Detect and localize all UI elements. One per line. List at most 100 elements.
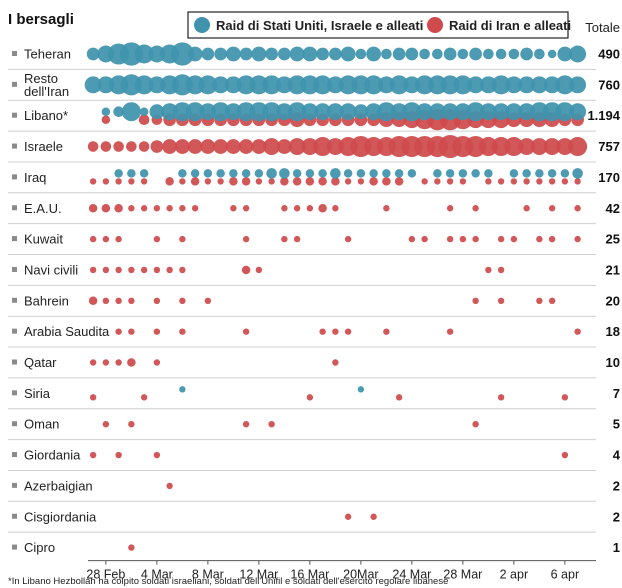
bubble-usa-israel <box>201 47 215 61</box>
bubble-iran <box>318 177 327 186</box>
bubble-usa-israel <box>419 48 430 60</box>
x-tick-label: 8 Mar <box>192 568 224 582</box>
bubble-usa-israel <box>199 103 217 121</box>
bubble-iran <box>127 358 136 367</box>
bubble-iran <box>421 178 428 185</box>
bubble-iran <box>497 266 505 274</box>
bubble-iran <box>318 204 327 213</box>
bubble-usa-israel <box>139 107 149 116</box>
bubble-usa-israel <box>377 76 395 94</box>
chart-row: E.A.U. 42 <box>8 201 620 225</box>
row-label: Iraq <box>24 170 46 185</box>
bubble-usa-israel <box>416 103 434 121</box>
bubble-usa-israel <box>484 169 493 178</box>
bubble-iran <box>89 451 97 459</box>
bubble-usa-israel <box>262 102 282 122</box>
bubble-usa-israel <box>394 169 404 178</box>
bubble-usa-israel <box>265 47 278 61</box>
bubble-iran <box>510 235 518 243</box>
bubble-iran <box>472 421 479 428</box>
bubble-usa-israel <box>318 169 327 178</box>
bubble-usa-israel <box>287 102 307 122</box>
bubble-usa-israel <box>229 169 238 178</box>
bubble-iran <box>370 513 377 520</box>
bubble-usa-israel <box>505 103 523 121</box>
bubble-iran <box>140 178 148 185</box>
bubble-usa-israel <box>471 169 480 178</box>
bubble-usa-israel <box>313 75 333 95</box>
bubble-iran <box>138 114 150 125</box>
bubble-iran <box>213 139 229 154</box>
bubble-iran <box>255 266 263 274</box>
bubble-iran <box>319 328 326 335</box>
bubble-usa-israel <box>433 169 442 178</box>
chart-row: Bahrein 20 <box>8 293 620 317</box>
bubble-iran <box>459 235 467 243</box>
row-label: Libano* <box>24 108 68 123</box>
bubble-iran <box>383 328 390 335</box>
row-bullet <box>12 390 17 396</box>
bubble-usa-israel <box>364 75 384 95</box>
bubble-iran <box>281 205 288 212</box>
bubble-iran <box>357 178 365 185</box>
bubble-iran <box>114 204 123 213</box>
bubble-iran <box>536 178 543 185</box>
row-total: 2 <box>613 509 620 524</box>
bubble-usa-israel <box>402 102 422 122</box>
bubble-iran <box>313 137 333 157</box>
row-total: 5 <box>613 417 620 432</box>
row-bullet <box>12 359 17 365</box>
x-tick-label: 12 Mar <box>239 568 278 582</box>
bubble-iran <box>543 138 561 155</box>
bubble-usa-israel <box>127 169 136 178</box>
row-label: Teheran <box>24 47 71 62</box>
bubble-iran <box>497 297 505 304</box>
bubble-iran <box>344 235 352 243</box>
bubble-iran <box>101 204 111 213</box>
row-total: 42 <box>606 201 620 216</box>
bubble-iran <box>292 177 302 186</box>
bubble-iran <box>408 235 416 243</box>
bubble-iran <box>179 266 186 274</box>
x-tick-label: 20Mar <box>343 568 378 582</box>
bubble-iran <box>556 138 574 155</box>
bubble-usa-israel <box>445 169 455 178</box>
bubble-usa-israel <box>479 103 497 121</box>
bubble-usa-israel <box>134 75 154 95</box>
bubble-iran <box>179 235 186 243</box>
bubble-iran <box>293 205 301 212</box>
bubble-iran <box>518 138 536 155</box>
bubble-iran <box>88 204 98 213</box>
bubble-usa-israel <box>170 42 194 66</box>
bubble-iran <box>305 177 315 186</box>
row-total: 1 <box>613 540 620 555</box>
bubble-usa-israel <box>187 46 203 62</box>
bubble-iran <box>126 141 137 152</box>
bubble-iran <box>523 178 530 185</box>
bubble-usa-israel <box>97 76 115 94</box>
row-label: Arabia Saudita <box>24 324 110 339</box>
bubble-iran <box>238 139 254 154</box>
bubble-iran <box>510 178 518 185</box>
bubble-usa-israel <box>340 46 356 62</box>
row-label: E.A.U. <box>24 201 62 216</box>
bubble-usa-israel <box>508 48 520 60</box>
row-total: 760 <box>598 77 620 92</box>
bubble-iran <box>204 178 212 185</box>
bubble-iran <box>166 482 173 490</box>
bubble-usa-israel <box>178 169 187 178</box>
bubble-iran <box>153 359 161 366</box>
bubble-usa-israel <box>241 169 251 178</box>
bubble-iran <box>102 359 110 366</box>
bubble-iran <box>128 544 135 551</box>
row-bullet <box>12 328 17 334</box>
bubble-usa-israel <box>356 169 366 178</box>
bubble-usa-israel <box>572 168 583 179</box>
bubble-iran <box>293 235 301 243</box>
bubble-usa-israel <box>505 76 523 94</box>
bubble-iran <box>115 178 122 185</box>
bubble-iran <box>153 235 161 243</box>
bubble-usa-israel <box>365 103 383 121</box>
